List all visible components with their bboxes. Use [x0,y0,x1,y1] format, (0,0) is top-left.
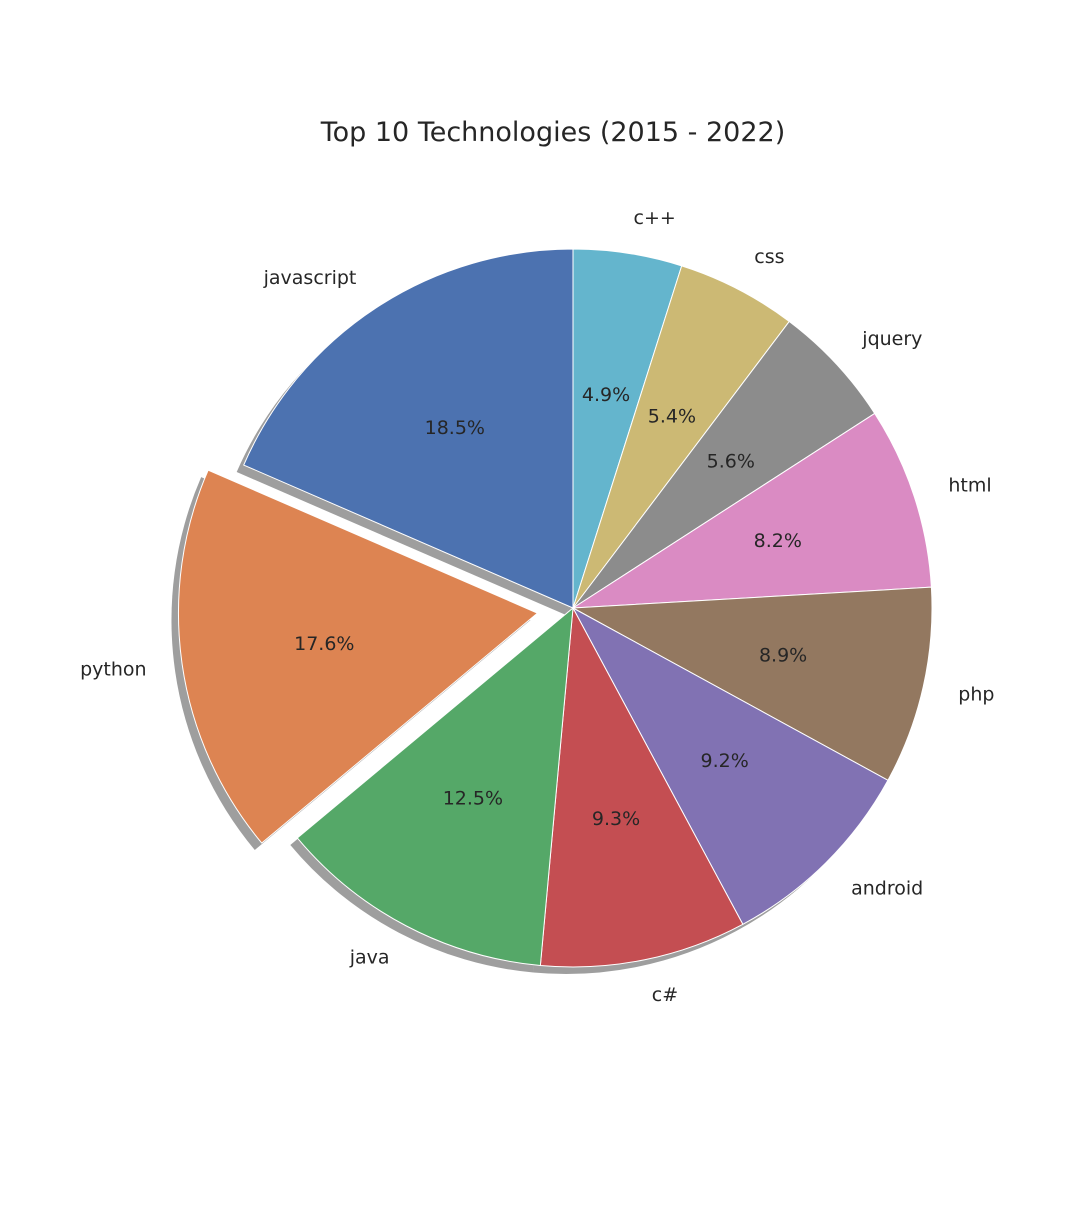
chart-title: Top 10 Technologies (2015 - 2022) [320,117,786,148]
label-css: css [754,246,784,268]
percent-html: 8.2% [754,530,802,552]
percent-cpp: 4.9% [582,384,630,406]
pie-slices [178,248,933,968]
percent-java: 12.5% [443,788,503,810]
slice-html [572,412,932,609]
label-jquery: jquery [861,328,922,350]
percent-jquery: 5.6% [707,450,755,472]
label-html: html [948,475,991,497]
label-python: python [80,658,146,680]
slice-csharp [539,607,744,968]
slice-android [572,607,889,925]
percent-labels: 4.9% 5.4% 5.6% 8.2% 8.9% 9.2% 9.3% 12.5% 17.6% 18… [294,384,807,830]
percent-javascript: 18.5% [425,417,485,439]
slice-javascript [243,248,574,609]
label-android: android [851,877,923,899]
label-csharp: c# [652,984,678,1006]
slice-python [178,469,538,844]
percent-android: 9.2% [701,750,749,772]
percent-python: 17.6% [294,633,354,655]
category-labels: c++ css jquery html php android c# java python ja… [80,207,994,1006]
percent-php: 8.9% [759,644,807,666]
slice-php [572,586,933,781]
label-javascript: javascript [263,267,357,289]
percent-css: 5.4% [648,406,696,428]
slice-java [296,607,574,967]
label-cpp: c++ [634,207,676,229]
label-java: java [349,947,390,969]
percent-csharp: 9.3% [592,808,640,830]
label-php: php [958,684,994,706]
